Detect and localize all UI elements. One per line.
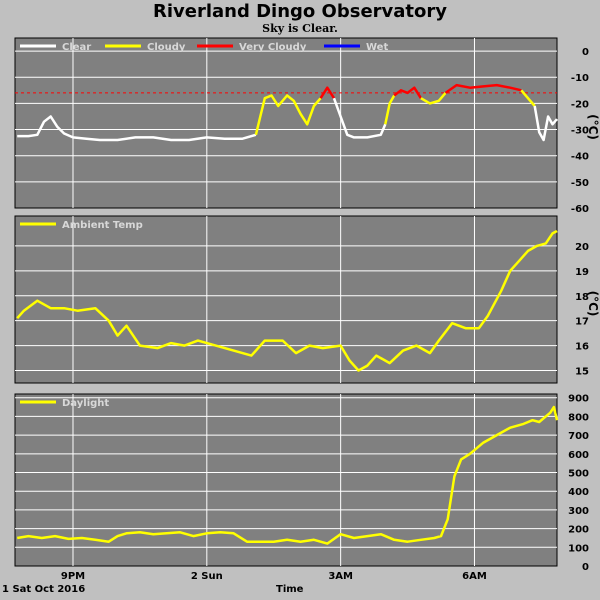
sky-ytick-label: -10 <box>571 73 589 84</box>
sky-series-clear <box>332 97 387 139</box>
x-tick-label: 6AM <box>462 571 487 582</box>
ambient-ytick-label: 15 <box>575 367 589 378</box>
sky-panel <box>14 37 558 209</box>
daylight-ytick-label: 600 <box>568 450 589 461</box>
ambient-ytick-label: 20 <box>575 242 589 253</box>
page-title: Riverland Dingo Observatory <box>152 1 448 22</box>
legend-label: Ambient Temp <box>62 220 143 231</box>
x-tick-label: 3AM <box>328 571 353 582</box>
sky-ytick-label: -60 <box>571 204 589 215</box>
x-axis-label: Time <box>276 584 304 595</box>
ambient-unit-label: (°C) <box>586 291 600 317</box>
sky-series-very-cloudy <box>444 83 522 94</box>
daylight-ytick-label: 500 <box>568 469 589 480</box>
daylight-series-line <box>16 405 559 545</box>
daylight-panel <box>14 393 558 567</box>
x-tick-label: 9PM <box>61 571 85 582</box>
legend-label: Wet <box>366 42 388 53</box>
ambient-ytick-label: 18 <box>575 292 589 303</box>
date-label: 1 Sat Oct 2016 <box>2 584 86 595</box>
sky-ytick-label: -20 <box>571 99 589 110</box>
ambient-series-line <box>16 229 558 372</box>
sky-ytick-label: 0 <box>582 47 589 58</box>
daylight-ytick-label: 300 <box>568 506 589 517</box>
sky-series-very-cloudy <box>319 86 336 99</box>
legend-label: Daylight <box>62 398 109 409</box>
sky-ytick-label: -30 <box>571 126 589 137</box>
x-tick-label: 2 Sun <box>191 571 223 582</box>
sky-ytick-label: -50 <box>571 178 589 189</box>
daylight-ytick-label: 0 <box>582 562 589 573</box>
ambient-ytick-label: 19 <box>575 267 589 278</box>
daylight-ytick-label: 700 <box>568 431 589 442</box>
daylight-ytick-label: 100 <box>568 543 589 554</box>
legend-label: Clear <box>62 42 91 53</box>
daylight-ytick-label: 400 <box>568 487 589 498</box>
sky-series-cloudy <box>520 89 536 107</box>
legend-label: Cloudy <box>147 42 186 53</box>
sky-status: Sky is Clear. <box>262 22 338 35</box>
ambient-panel <box>14 215 558 384</box>
sky-series-very-cloudy <box>393 86 422 99</box>
sky-series-cloudy <box>420 92 447 105</box>
ambient-ytick-label: 17 <box>575 317 589 328</box>
sky-series-cloudy <box>384 94 396 125</box>
sky-ytick-label: -40 <box>571 152 589 163</box>
legend-label: Very Cloudy <box>239 42 307 53</box>
daylight-ytick-label: 900 <box>568 394 589 405</box>
daylight-ytick-label: 800 <box>568 412 589 423</box>
ambient-ytick-label: 16 <box>575 342 589 353</box>
sky-unit-label: (°C) <box>586 114 600 140</box>
sky-series-cloudy <box>254 94 322 136</box>
sky-series-clear <box>533 105 558 142</box>
daylight-ytick-label: 200 <box>568 525 589 536</box>
sky-series-clear <box>17 115 257 142</box>
